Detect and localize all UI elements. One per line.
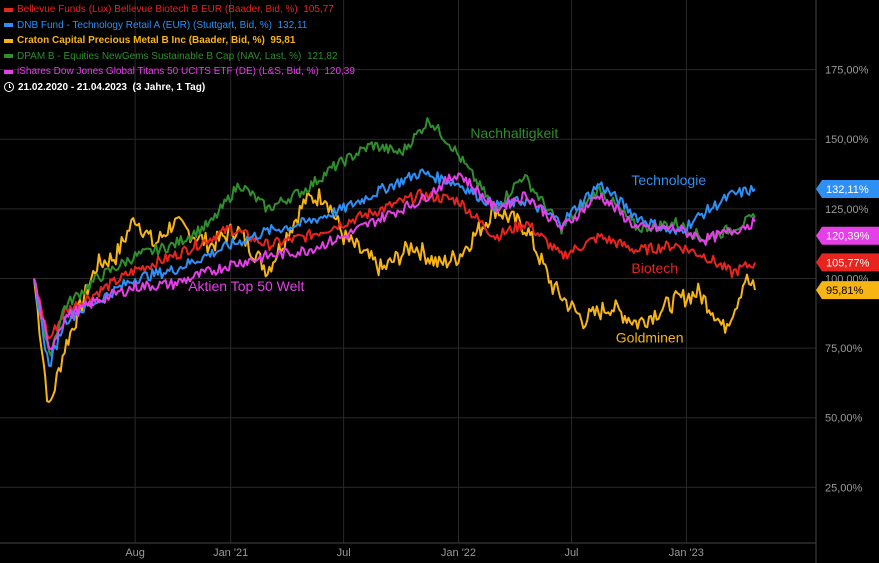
y-tick-label: 125,00% <box>825 204 869 216</box>
legend-value: 121,82 <box>306 50 338 62</box>
last-value-badge-biotech: 105,77% <box>816 253 879 272</box>
series-line-biotech[interactable] <box>33 188 756 340</box>
x-tick-label: Jan '21 <box>213 547 248 559</box>
legend-item-sustainable[interactable]: DPAM B - Equities NewGems Sustainable B … <box>4 49 355 65</box>
legend-value: 95,81 <box>270 35 296 46</box>
legend-value: 120,39 <box>324 66 355 77</box>
x-tick-label: Jan '22 <box>441 547 476 559</box>
chart-legend: Bellevue Funds (Lux) Bellevue Biotech B … <box>4 2 355 95</box>
legend-item-global-titans[interactable]: iShares Dow Jones Global Titans 50 UCITS… <box>4 64 355 80</box>
legend-swatch <box>4 69 13 74</box>
legend-item-precious-metal[interactable]: Craton Capital Precious Metal B Inc (Baa… <box>4 33 355 49</box>
time-range-suffix: (3 Jahre, 1 Tag) <box>132 81 206 93</box>
clock-icon <box>4 82 14 93</box>
badge-shape <box>816 253 879 272</box>
x-tick-label: Jul <box>337 547 351 559</box>
annotation-label: Aktien Top 50 Welt <box>188 278 304 294</box>
y-tick-label: 25,00% <box>825 482 863 494</box>
legend-swatch <box>4 54 13 59</box>
badge-text: 120,39% <box>826 231 870 243</box>
series-line-technology[interactable] <box>33 168 756 367</box>
last-value-badge-goldminen: 95,81% <box>816 281 879 300</box>
annotation-label: Nachhaltigkeit <box>470 125 558 141</box>
time-range[interactable]: 21.02.2020 - 21.04.2023 (3 Jahre, 1 Tag) <box>4 80 355 96</box>
badge-text: 132,11% <box>826 184 869 196</box>
legend-text: DPAM B - Equities NewGems Sustainable B … <box>17 50 302 62</box>
badge-text: 95,81% <box>826 285 864 297</box>
last-value-badge-aktien-top-50: 120,39% <box>816 226 879 245</box>
series-line-aktien-top-50[interactable] <box>33 172 756 351</box>
y-tick-label: 75,00% <box>825 343 863 355</box>
legend-item-biotech[interactable]: Bellevue Funds (Lux) Bellevue Biotech B … <box>4 2 355 18</box>
legend-value: 132,11 <box>277 19 308 31</box>
legend-swatch <box>4 7 13 12</box>
x-tick-label: Jan '23 <box>669 547 704 559</box>
annotation-label: Biotech <box>631 260 678 276</box>
legend-value: 105,77 <box>303 4 334 15</box>
last-value-badge-technology: 132,11% <box>816 180 879 199</box>
legend-text: iShares Dow Jones Global Titans 50 UCITS… <box>17 66 319 77</box>
annotation-label: Technologie <box>631 172 706 188</box>
badge-shape <box>816 180 879 199</box>
legend-item-technology[interactable]: DNB Fund - Technology Retail A (EUR) (St… <box>4 18 355 34</box>
y-tick-label: 150,00% <box>825 134 869 146</box>
legend-swatch <box>4 38 13 43</box>
badge-text: 105,77% <box>826 257 870 269</box>
legend-text: Craton Capital Precious Metal B Inc (Baa… <box>17 35 265 46</box>
x-tick-label: Aug <box>125 547 145 559</box>
legend-text: Bellevue Funds (Lux) Bellevue Biotech B … <box>17 4 298 15</box>
x-tick-label: Jul <box>564 547 578 559</box>
legend-text: DNB Fund - Technology Retail A (EUR) (St… <box>17 19 272 31</box>
legend-swatch <box>4 23 13 28</box>
y-tick-label: 175,00% <box>825 65 869 77</box>
badge-shape <box>816 226 879 245</box>
y-tick-label: 50,00% <box>825 413 863 425</box>
badge-shape <box>816 281 879 300</box>
annotation-label: Goldminen <box>616 330 684 346</box>
time-range-text: 21.02.2020 - 21.04.2023 <box>18 81 127 93</box>
